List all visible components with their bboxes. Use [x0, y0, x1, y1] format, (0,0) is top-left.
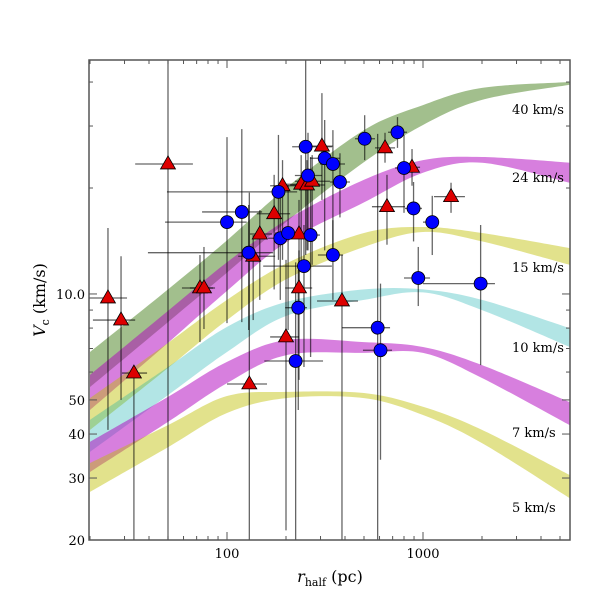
- triangle-marker: [290, 225, 308, 240]
- triangle-marker: [333, 292, 351, 307]
- band-labels: 40 km/s 24 km/s 15 km/s 10 km/s 7 km/s 5 km/s: [512, 103, 564, 516]
- band-label: 15 km/s: [512, 261, 564, 276]
- band-label: 24 km/s: [512, 171, 564, 186]
- circle-marker: [411, 271, 426, 285]
- x-axis-label: rhalf (pc): [297, 567, 363, 589]
- circle-marker: [373, 343, 388, 358]
- circle-marker: [333, 175, 347, 189]
- triangle-marker: [442, 187, 460, 202]
- circle-marker: [370, 320, 385, 335]
- triangle-marker: [251, 225, 268, 240]
- circle-marker: [390, 125, 405, 140]
- band-label: 5 km/s: [512, 501, 556, 516]
- triangle-marker: [376, 139, 394, 154]
- triangle-marker: [159, 155, 177, 170]
- circle-marker: [357, 131, 372, 146]
- circle-marker: [220, 215, 234, 230]
- triangle-marker: [241, 375, 258, 390]
- circle-marker: [397, 161, 411, 175]
- velocity-band: [90, 391, 570, 499]
- band-label: 7 km/s: [512, 426, 556, 441]
- velocity-bands: [90, 82, 570, 499]
- circle-marker: [291, 300, 306, 315]
- triangle-marker: [125, 364, 143, 379]
- y-tick-label: 10.0: [56, 288, 85, 303]
- triangle-marker: [313, 137, 331, 152]
- triangle-marker: [99, 289, 117, 304]
- circle-marker: [288, 354, 303, 368]
- circle-marker: [303, 228, 318, 242]
- y-tick-label: 30: [68, 472, 85, 487]
- circle-marker: [297, 259, 311, 273]
- circle-marker: [473, 276, 488, 291]
- triangle-marker: [195, 279, 213, 294]
- tick-labels: 100 1000 20 30 40 50 10.0: [56, 288, 440, 562]
- triangle-marker: [112, 311, 130, 326]
- circle-marker: [326, 157, 340, 171]
- axis-ticks: [89, 60, 570, 541]
- y-tick-label: 40: [68, 428, 85, 443]
- circle-marker: [301, 168, 315, 183]
- circle-marker: [241, 245, 256, 260]
- x-tick-label: 100: [215, 547, 240, 562]
- velocity-band: [90, 226, 570, 430]
- circle-marker: [298, 139, 313, 154]
- y-tick-label: 20: [68, 534, 85, 549]
- triangle-marker: [265, 204, 283, 220]
- velocity-band: [90, 288, 570, 452]
- circle-marker: [281, 226, 296, 240]
- triangle-marker: [378, 197, 396, 213]
- band-label: 40 km/s: [512, 103, 564, 118]
- y-axis-label: Vc (km/s): [30, 263, 52, 337]
- velocity-band: [90, 338, 570, 472]
- plot-frame: [88, 59, 571, 541]
- y-tick-label: 50: [68, 394, 85, 409]
- triangle-marker: [277, 328, 295, 343]
- circle-marker: [425, 215, 440, 230]
- circle-marker: [234, 205, 249, 219]
- x-tick-label: 1000: [406, 547, 439, 562]
- data-markers: [99, 125, 488, 390]
- circle-marker: [406, 201, 421, 216]
- circle-marker: [271, 184, 286, 199]
- triangle-marker: [290, 279, 308, 294]
- error-bars: [89, 60, 495, 540]
- velocity-band: [90, 156, 570, 410]
- band-label: 10 km/s: [512, 341, 564, 356]
- circle-marker: [326, 248, 340, 262]
